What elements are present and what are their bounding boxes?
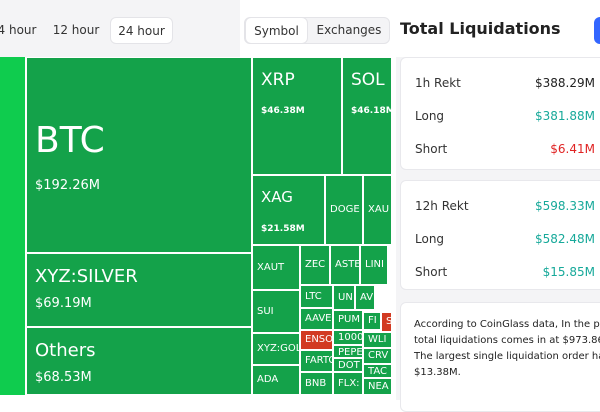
tile[interactable]: AV [355, 285, 375, 310]
tile-label: LINI [365, 259, 384, 270]
tile-label: CRV [368, 350, 389, 361]
toggle-option[interactable]: Exchanges [316, 23, 382, 37]
stat-label: 12h Rekt [415, 199, 469, 213]
stat-label: Long [415, 109, 445, 123]
tile[interactable]: FARTC [300, 350, 333, 372]
tile[interactable]: NEA [363, 378, 392, 395]
tile[interactable]: UN [333, 285, 355, 310]
tile[interactable]: LINI [360, 245, 388, 285]
stat-value: $15.85M [542, 265, 595, 279]
tile-label: NEA [368, 380, 389, 392]
tile-label: XAG [261, 188, 293, 206]
tile[interactable]: XRP $46.38M [252, 57, 342, 175]
tile-label: ASTE [335, 259, 360, 270]
stat-value: $381.88M [535, 109, 595, 123]
tile[interactable] [0, 57, 25, 395]
tile-value: $46.18M [351, 106, 392, 116]
tile-label: DOT [338, 360, 360, 371]
tile-label: S [386, 316, 392, 327]
tile[interactable]: XYZ:GOL [252, 333, 300, 365]
tile-value: $46.38M [261, 106, 305, 116]
tile-label: DOGE [330, 204, 360, 215]
tile[interactable]: BTC $192.26M [26, 57, 252, 253]
tile-label: FLX: [338, 377, 360, 389]
stat-label: Short [415, 265, 448, 279]
tile-label: XYZ:SILVER [35, 266, 138, 287]
tile[interactable]: WLI [363, 332, 392, 348]
tile-label: XRP [261, 70, 295, 90]
tile[interactable]: XAG $21.58M [252, 175, 325, 245]
stat-card: 1h Rekt $388.29M Long $381.88M Short $6.41M [400, 57, 600, 170]
tile-label: Others [35, 340, 96, 361]
stat-label: 1h Rekt [415, 76, 461, 90]
tile-value: $69.19M [35, 296, 92, 311]
summary-line: total liquidations comes in at $973.86 m [414, 335, 600, 346]
tile-label: ADA [257, 374, 279, 385]
tile-label: ZEC [305, 259, 326, 270]
summary-line: $13.38M. [414, 367, 461, 378]
tile-label: BNB [305, 377, 327, 389]
button[interactable] [594, 17, 600, 44]
tile-label: SOL [351, 70, 385, 90]
tile[interactable]: ADA [252, 365, 300, 395]
tile[interactable]: DOT [333, 358, 363, 372]
summary-line: According to CoinGlass data, In the pas [414, 319, 600, 330]
stat-label: Short [415, 142, 448, 156]
tile[interactable]: PEPE [333, 345, 363, 358]
tile-label: UN [338, 291, 353, 303]
tile-label: FI [368, 315, 377, 326]
stat-value: $388.29M [535, 76, 595, 90]
panel-title: Total Liquidations [400, 19, 561, 38]
tile-label: BTC [35, 120, 105, 161]
tile[interactable]: Others $68.53M [26, 327, 252, 395]
tile[interactable]: XYZ:SILVER $69.19M [26, 253, 252, 327]
tile[interactable]: 1000 [333, 330, 363, 345]
stat-value: $582.48M [535, 232, 595, 246]
tile-label: XAU [368, 204, 390, 215]
tile[interactable]: XAUT [252, 245, 300, 290]
tile[interactable]: ENSO [300, 330, 333, 350]
tile[interactable]: DOGE [325, 175, 363, 245]
tile-label: AAVE [305, 313, 332, 324]
tile-value: $68.53M [35, 370, 92, 385]
tile-value: $192.26M [35, 178, 100, 193]
tile-label: FARTC [305, 355, 333, 366]
tab[interactable]: 12 hour [52, 23, 100, 37]
tile[interactable]: LTC [300, 285, 333, 308]
tile-label: PEPE [338, 347, 363, 358]
tile[interactable]: TAC [363, 364, 392, 378]
tile-label: LTC [305, 290, 322, 302]
summary-line: The largest single liquidation order hap [414, 351, 600, 362]
tab[interactable]: 4 hour [0, 23, 37, 37]
tile[interactable]: SOL $46.18M [342, 57, 392, 175]
tile[interactable]: PUM [333, 310, 363, 330]
tile[interactable]: XAU [363, 175, 392, 245]
tile-value: $21.58M [261, 224, 305, 234]
stat-card: 12h Rekt $598.33M Long $582.48M Short $15.85M [400, 180, 600, 290]
tile[interactable]: ZEC [300, 245, 330, 285]
tile-label: SUI [257, 305, 274, 317]
tile[interactable]: S [381, 312, 392, 332]
tile-label: TAC [368, 366, 387, 377]
tile-label: 1000 [338, 332, 363, 343]
tile[interactable]: FI [363, 312, 381, 330]
stat-value: $598.33M [535, 199, 595, 213]
tile[interactable]: AAVE [300, 308, 333, 330]
tile-label: WLI [368, 334, 387, 345]
tile-label: ENSO [305, 334, 333, 345]
tile[interactable]: CRV [363, 348, 392, 364]
tile[interactable]: SUI [252, 290, 300, 333]
tile[interactable]: FLX: [333, 372, 363, 395]
tab-selected[interactable]: 24 hour [110, 17, 173, 44]
tile-label: XYZ:GOL [257, 343, 300, 354]
tile-label: AV [360, 291, 374, 303]
tile-label: XAUT [257, 261, 285, 273]
toggle-option[interactable]: Symbol [245, 17, 308, 44]
stat-label: Long [415, 232, 445, 246]
tile-label: PUM [338, 314, 360, 325]
stat-value: $6.41M [550, 142, 595, 156]
tile[interactable]: BNB [300, 372, 333, 395]
tile[interactable]: ASTE [330, 245, 360, 285]
